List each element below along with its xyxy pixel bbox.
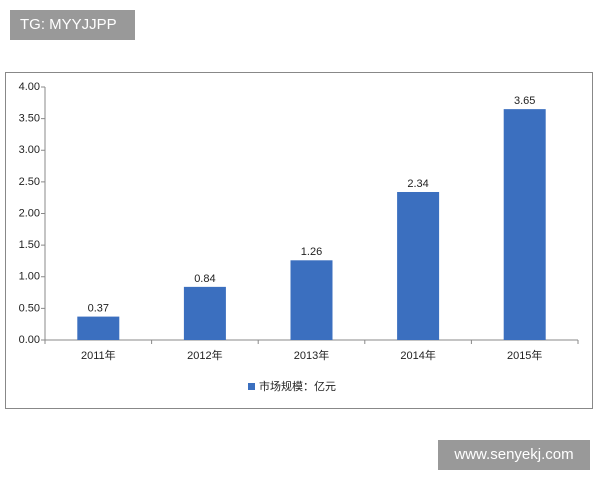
y-tick-label: 1.00 [19,271,40,283]
data-label: 2.34 [407,178,428,190]
legend-swatch [248,383,255,390]
x-tick-label: 2014年 [400,348,435,362]
watermark: TG: MYYJJPP [20,16,117,33]
chart-frame [5,72,593,409]
y-tick-label: 2.50 [19,176,40,188]
y-tick-label: 3.50 [19,113,40,125]
y-tick-label: 1.50 [19,239,40,251]
watermark-box [10,10,135,40]
x-tick-label: 2011年 [81,348,116,362]
data-label: 3.65 [514,95,535,107]
bar [183,286,226,340]
legend-label: 市场规模：亿元 [259,379,336,393]
y-tick-label: 3.00 [19,144,40,156]
x-tick-label: 2012年 [187,348,222,362]
data-label: 0.84 [194,273,215,285]
watermark: www.senyekj.com [453,446,573,463]
bar [397,191,440,340]
x-tick-label: 2015年 [507,348,542,362]
y-tick-label: 2.00 [19,207,40,219]
bar [290,260,333,340]
x-tick-label: 2013年 [294,348,329,362]
bar [77,316,120,340]
y-tick-label: 0.00 [19,334,40,346]
y-tick-label: 4.00 [19,81,40,93]
data-label: 1.26 [301,246,322,258]
y-tick-label: 0.50 [19,302,40,314]
watermark-box [438,440,590,470]
bar [503,109,546,340]
data-label: 0.37 [88,303,109,315]
